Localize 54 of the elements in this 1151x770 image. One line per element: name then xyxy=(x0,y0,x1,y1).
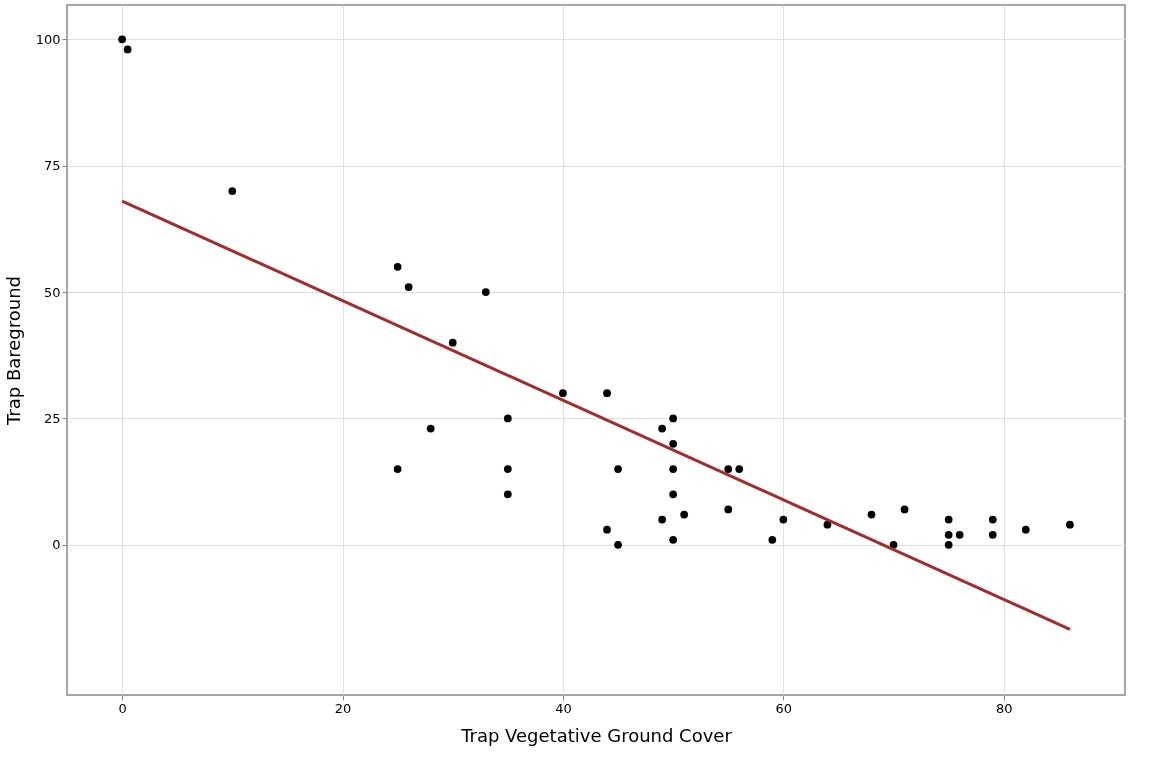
point xyxy=(944,530,953,539)
y-axis-title: Trap Bareground xyxy=(2,275,24,427)
point xyxy=(768,535,777,544)
point xyxy=(724,505,733,514)
point xyxy=(404,283,413,291)
point xyxy=(900,505,909,514)
point xyxy=(944,541,953,549)
x-tick-label: 0 xyxy=(118,700,127,716)
point xyxy=(955,530,964,539)
point xyxy=(1066,520,1074,529)
point xyxy=(944,515,953,524)
point xyxy=(603,389,611,398)
y-tick-label: 50 xyxy=(43,284,61,300)
point xyxy=(658,424,666,433)
x-tick-label: 40 xyxy=(555,700,572,716)
point xyxy=(393,465,402,473)
point xyxy=(724,465,733,473)
x-tick-label: 20 xyxy=(334,700,352,716)
point xyxy=(228,187,237,195)
point xyxy=(448,338,457,347)
x-axis-title: Trap Vegetative Ground Cover xyxy=(460,724,733,746)
point xyxy=(426,424,435,433)
y-tick-label: 100 xyxy=(35,31,61,47)
x-tick-label: 60 xyxy=(775,700,793,716)
point xyxy=(889,541,898,549)
point xyxy=(118,35,126,44)
point xyxy=(988,515,997,524)
point xyxy=(559,389,567,398)
point xyxy=(735,465,744,473)
point xyxy=(614,465,622,473)
point xyxy=(123,45,132,54)
point xyxy=(481,288,490,296)
point xyxy=(614,541,622,549)
point xyxy=(669,439,678,448)
point xyxy=(503,414,512,423)
y-tick-label: 25 xyxy=(43,410,61,426)
y-tick-label: 75 xyxy=(43,158,61,174)
x-tick-label: 80 xyxy=(996,700,1013,716)
point xyxy=(823,520,832,529)
point xyxy=(669,414,678,423)
point xyxy=(669,535,678,544)
point xyxy=(669,490,678,499)
point xyxy=(503,465,512,473)
point xyxy=(779,515,788,524)
point xyxy=(393,262,402,271)
point xyxy=(1021,525,1030,534)
y-tick-label: 0 xyxy=(52,537,61,553)
point xyxy=(680,510,689,519)
point xyxy=(867,510,876,519)
point xyxy=(503,490,512,499)
point xyxy=(669,465,678,473)
point xyxy=(658,515,666,524)
point xyxy=(603,525,611,534)
point xyxy=(988,530,997,539)
